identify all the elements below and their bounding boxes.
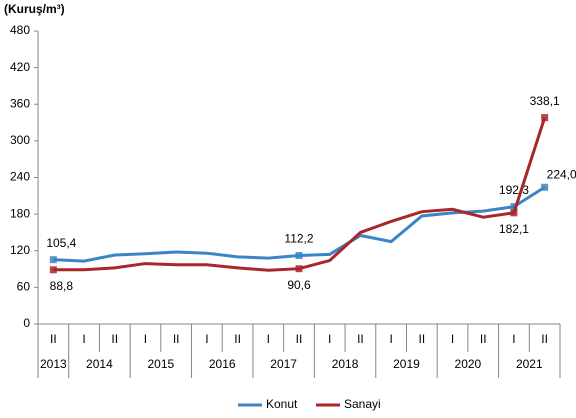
x-tick-label: II [234,332,241,346]
marker [510,209,518,217]
y-tick-label: 480 [10,23,30,37]
series-line [53,117,547,272]
marker [510,203,518,211]
x-tick-label: II [111,332,118,346]
x-tick-label: I [389,332,392,346]
x-tick-label: I [512,332,515,346]
data-label: 192,3 [499,183,529,197]
x-tick-label: II [480,332,487,346]
year-label: 2015 [147,357,174,371]
year-label: 2013 [40,357,67,371]
y-tick-label: 420 [10,60,30,74]
year-label: 2018 [332,357,359,371]
marker [49,266,57,274]
year-label: 2021 [516,357,543,371]
year-label: 2017 [270,357,297,371]
year-label: 2019 [393,357,420,371]
year-label: 2016 [209,357,236,371]
y-tick-label: 0 [23,316,30,330]
marker [541,183,549,191]
marker [541,114,549,122]
x-tick-label: I [328,332,331,346]
x-tick-label: I [82,332,85,346]
year-label: 2014 [86,357,113,371]
x-tick-label: I [451,332,454,346]
y-tick-label: 360 [10,96,30,110]
y-tick-label: 180 [10,206,30,220]
marker [295,265,303,273]
x-tick-label: II [173,332,180,346]
data-label: 182,1 [499,222,529,236]
y-tick-label: 60 [17,280,31,294]
data-label: 112,2 [284,232,313,246]
x-tick-label: II [50,332,57,346]
y-tick-label: 300 [10,133,30,147]
marker [49,256,57,264]
x-tick-label: II [541,332,548,346]
y-tick-label: 120 [10,243,30,257]
legend-label: Sanayi [344,397,381,411]
data-label: 338,1 [530,94,560,108]
y-tick-label: 240 [10,170,30,184]
marker [295,252,303,260]
data-label: 88,8 [50,279,74,293]
series-line [53,185,546,263]
legend-label: Konut [266,397,298,411]
x-tick-label: I [144,332,147,346]
x-tick-label: I [205,332,208,346]
data-label: 90,6 [287,278,311,292]
year-label: 2020 [455,357,482,371]
data-label: 224,0 [547,167,576,181]
x-tick-label: II [418,332,425,346]
y-axis-label: (Kuruş/m³) [4,2,65,16]
x-tick-label: II [296,332,303,346]
data-label: 105,4 [46,236,76,250]
x-tick-label: I [267,332,270,346]
x-tick-label: II [357,332,364,346]
